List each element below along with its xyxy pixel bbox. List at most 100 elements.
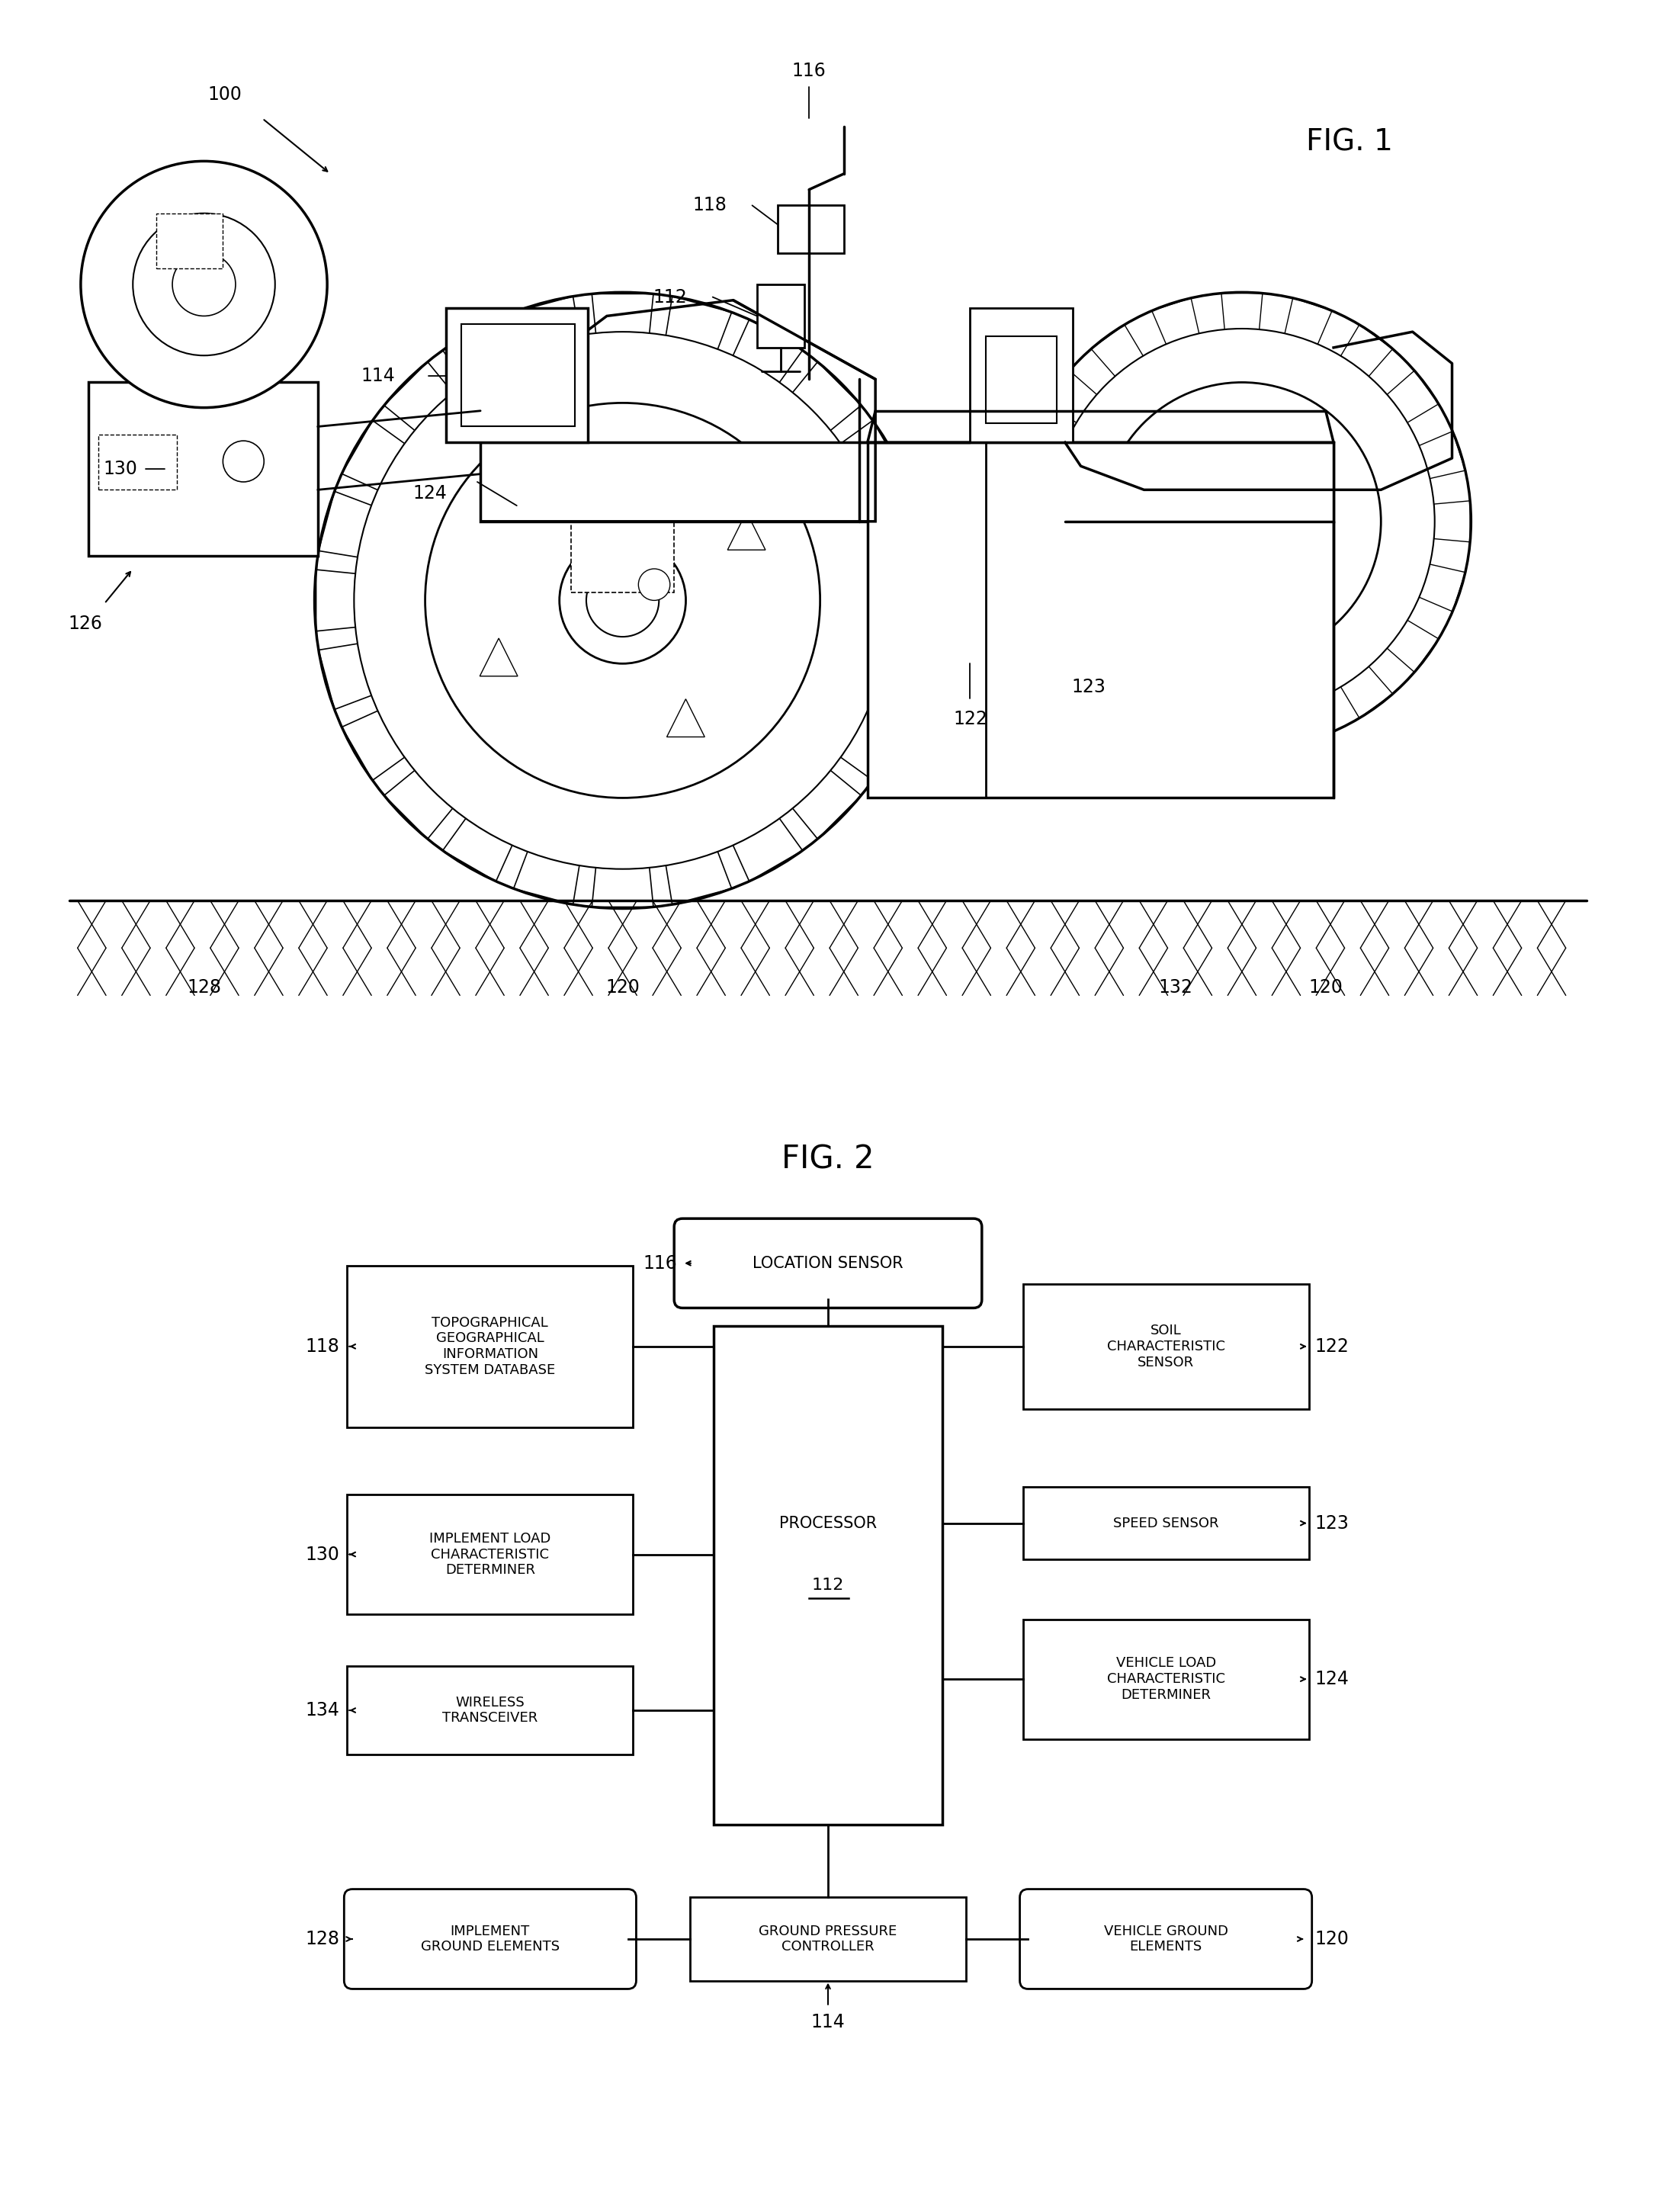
FancyBboxPatch shape bbox=[674, 1219, 982, 1307]
Bar bbox=[985, 336, 1057, 422]
Polygon shape bbox=[1388, 372, 1439, 422]
Circle shape bbox=[1194, 473, 1290, 568]
Text: 122: 122 bbox=[954, 710, 987, 728]
Polygon shape bbox=[341, 420, 404, 491]
Polygon shape bbox=[1419, 564, 1466, 611]
Polygon shape bbox=[341, 710, 404, 781]
Circle shape bbox=[426, 403, 820, 799]
Bar bbox=[348, 1265, 633, 1427]
Text: 123: 123 bbox=[1071, 679, 1106, 697]
Circle shape bbox=[586, 564, 659, 637]
Circle shape bbox=[1216, 495, 1268, 549]
Bar bbox=[89, 383, 318, 555]
Polygon shape bbox=[793, 770, 861, 838]
Bar bbox=[348, 1495, 633, 1615]
Polygon shape bbox=[384, 770, 452, 838]
Polygon shape bbox=[1419, 431, 1466, 478]
Text: FIG. 1: FIG. 1 bbox=[1307, 128, 1393, 157]
Polygon shape bbox=[591, 867, 654, 907]
Polygon shape bbox=[1222, 714, 1262, 750]
Bar bbox=[757, 285, 805, 347]
Bar bbox=[445, 307, 588, 442]
Polygon shape bbox=[1018, 431, 1065, 478]
Text: 126: 126 bbox=[68, 615, 103, 633]
Text: 112: 112 bbox=[652, 288, 687, 305]
Bar bbox=[714, 1325, 942, 1825]
Text: 134: 134 bbox=[305, 1701, 339, 1719]
Polygon shape bbox=[513, 296, 580, 349]
Polygon shape bbox=[841, 710, 904, 781]
Text: LOCATION SENSOR: LOCATION SENSOR bbox=[753, 1256, 903, 1272]
Text: 124: 124 bbox=[1315, 1670, 1348, 1688]
Bar bbox=[868, 442, 1333, 799]
Polygon shape bbox=[727, 511, 765, 551]
Circle shape bbox=[1103, 383, 1381, 661]
Text: TOPOGRAPHICAL
GEOGRAPHICAL
INFORMATION
SYSTEM DATABASE: TOPOGRAPHICAL GEOGRAPHICAL INFORMATION S… bbox=[426, 1316, 555, 1378]
Circle shape bbox=[639, 568, 671, 599]
Text: SPEED SENSOR: SPEED SENSOR bbox=[1113, 1515, 1219, 1531]
Text: WIRELESS
TRANSCEIVER: WIRELESS TRANSCEIVER bbox=[442, 1697, 538, 1725]
Text: 116: 116 bbox=[643, 1254, 677, 1272]
Bar bbox=[1023, 1486, 1308, 1559]
Polygon shape bbox=[1013, 500, 1050, 542]
Bar bbox=[691, 1898, 965, 1980]
Bar bbox=[462, 323, 575, 427]
Text: PROCESSOR: PROCESSOR bbox=[780, 1515, 876, 1531]
Text: 114: 114 bbox=[811, 2013, 845, 2031]
Text: 124: 124 bbox=[412, 484, 447, 502]
Text: 122: 122 bbox=[1315, 1338, 1348, 1356]
Text: 130: 130 bbox=[103, 460, 137, 478]
Polygon shape bbox=[513, 852, 580, 905]
Polygon shape bbox=[1045, 619, 1096, 672]
Polygon shape bbox=[1388, 619, 1439, 672]
Text: 130: 130 bbox=[305, 1546, 339, 1564]
Circle shape bbox=[172, 252, 235, 316]
Polygon shape bbox=[1341, 325, 1393, 376]
Text: 114: 114 bbox=[361, 367, 394, 385]
Polygon shape bbox=[1091, 325, 1143, 376]
Polygon shape bbox=[1045, 372, 1096, 422]
Text: 112: 112 bbox=[811, 1577, 845, 1593]
Text: IMPLEMENT LOAD
CHARACTERISTIC
DETERMINER: IMPLEMENT LOAD CHARACTERISTIC DETERMINER bbox=[429, 1531, 551, 1577]
Circle shape bbox=[132, 212, 275, 356]
FancyBboxPatch shape bbox=[1020, 1889, 1312, 1989]
Bar bbox=[571, 511, 674, 593]
Polygon shape bbox=[666, 852, 732, 905]
Polygon shape bbox=[889, 571, 929, 630]
Polygon shape bbox=[1341, 666, 1393, 719]
Polygon shape bbox=[1222, 294, 1262, 330]
Text: IMPLEMENT
GROUND ELEMENTS: IMPLEMENT GROUND ELEMENTS bbox=[421, 1924, 560, 1953]
Text: VEHICLE LOAD
CHARACTERISTIC
DETERMINER: VEHICLE LOAD CHARACTERISTIC DETERMINER bbox=[1106, 1657, 1225, 1701]
Polygon shape bbox=[1285, 299, 1331, 345]
Circle shape bbox=[560, 538, 686, 664]
Polygon shape bbox=[384, 363, 452, 431]
Polygon shape bbox=[591, 294, 654, 334]
Polygon shape bbox=[1434, 500, 1471, 542]
Polygon shape bbox=[734, 319, 803, 383]
Polygon shape bbox=[841, 420, 904, 491]
Text: 128: 128 bbox=[187, 978, 222, 998]
Polygon shape bbox=[442, 319, 512, 383]
Text: 120: 120 bbox=[1315, 1929, 1348, 1949]
Text: SOIL
CHARACTERISTIC
SENSOR: SOIL CHARACTERISTIC SENSOR bbox=[1106, 1323, 1225, 1369]
Polygon shape bbox=[1153, 299, 1199, 345]
Polygon shape bbox=[480, 639, 518, 677]
Text: 100: 100 bbox=[207, 86, 242, 104]
Text: GROUND PRESSURE
CONTROLLER: GROUND PRESSURE CONTROLLER bbox=[758, 1924, 898, 1953]
Polygon shape bbox=[734, 818, 803, 880]
Polygon shape bbox=[793, 363, 861, 431]
Polygon shape bbox=[666, 296, 732, 349]
FancyBboxPatch shape bbox=[344, 1889, 636, 1989]
Polygon shape bbox=[316, 571, 356, 630]
Polygon shape bbox=[318, 644, 371, 710]
Circle shape bbox=[224, 440, 263, 482]
Polygon shape bbox=[1018, 564, 1065, 611]
Text: FIG. 2: FIG. 2 bbox=[782, 1144, 874, 1175]
Polygon shape bbox=[1153, 699, 1199, 745]
Bar bbox=[157, 212, 224, 268]
Polygon shape bbox=[1285, 699, 1331, 745]
Text: 132: 132 bbox=[1159, 978, 1192, 998]
Bar bbox=[98, 434, 177, 489]
Polygon shape bbox=[1091, 666, 1143, 719]
Polygon shape bbox=[874, 491, 927, 557]
